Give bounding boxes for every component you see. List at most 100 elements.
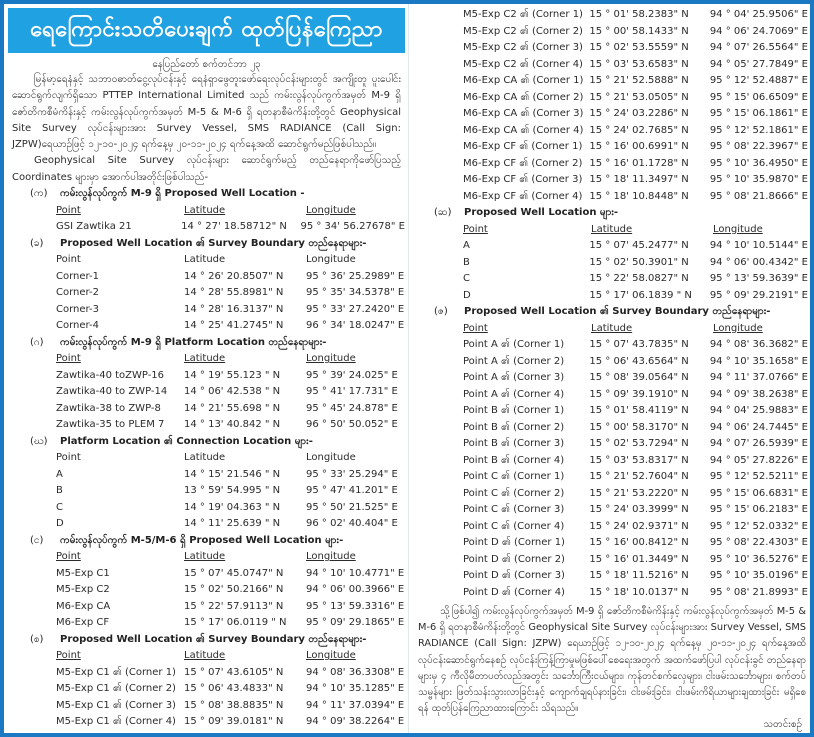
- point-name: Point A ၏ (Corner 1): [463, 339, 565, 350]
- longitude-value: 94 ° 04' 25.9883" E: [709, 405, 808, 416]
- column-header-point: Point: [56, 452, 81, 464]
- point-name: M6-Exp CF ၏ (Corner 2): [463, 157, 583, 169]
- latitude-value: 14 ° 13' 40.842 " N: [184, 419, 281, 431]
- table-row: M5-Exp C2 ၏ (Corner 2) 15 ° 00' 58.1433" …: [412, 24, 808, 41]
- section-heading: (ဇ) Proposed Well Location ၏ Survey Bound…: [412, 304, 808, 321]
- column-header-latitude: Latitude: [591, 223, 633, 235]
- longitude-value: 94 ° 04' 25.9506" E: [709, 9, 808, 20]
- signature: သတင်းစဉ်: [763, 719, 802, 731]
- longitude-value: 94 ° 10' 35.1285" E: [306, 683, 405, 695]
- latitude-value: 15 ° 02' 53.5559" N: [589, 42, 689, 53]
- point-name: Point B ၏ (Corner 4): [463, 454, 565, 466]
- section-title: Proposed Well Location များ-: [464, 207, 619, 218]
- latitude-value: 14 ° 06' 42.538 " N: [184, 386, 281, 398]
- latitude-value: 15 ° 16' 01.1728" N: [589, 157, 689, 169]
- table-row: Point B ၏ (Corner 4) 15 ° 03' 53.8317" N 9…: [412, 453, 808, 470]
- column-header-latitude: Latitude: [184, 650, 226, 662]
- longitude-value: 94 ° 06' 00.4342" E: [709, 256, 808, 268]
- latitude-value: 15 ° 09' 39.0181" N: [184, 716, 284, 728]
- latitude-value: 14 ° 26' 20.8507" N: [184, 270, 284, 282]
- longitude-value: 95 ° 12' 52.1861" E: [709, 124, 808, 136]
- point-name: M5-Exp C2 ၏ (Corner 2): [463, 25, 583, 37]
- point-name: M5-Exp C1 ၏ (Corner 3): [56, 699, 176, 711]
- point-name: C: [56, 501, 63, 513]
- section-label: (ဂ): [30, 336, 44, 348]
- longitude-value: 95 ° 10' 36.5276" E: [709, 553, 808, 565]
- longitude-value: 94 ° 08' 36.3682" E: [709, 339, 808, 350]
- point-name: GSI Zawtika 21: [56, 221, 132, 233]
- longitude-value: 95 ° 13' 59.3639" E: [709, 273, 808, 284]
- point-name: Zawtika-40 to ZWP-14: [56, 386, 168, 398]
- longitude-value: 95 ° 15' 06.6509" E: [709, 91, 808, 103]
- longitude-value: 94 ° 06' 24.7069" E: [709, 25, 808, 37]
- latitude-value: 13 ° 59' 54.995 " N: [184, 485, 281, 497]
- point-name: M5-Exp C1: [56, 567, 110, 579]
- latitude-value: 15 ° 00' 58.1433" N: [589, 25, 689, 37]
- table-row: M6-Exp CF ၏ (Corner 1) 15 ° 16' 00.6991" …: [412, 139, 808, 156]
- column-header-latitude: Latitude: [184, 254, 226, 266]
- column-header-latitude: Latitude: [184, 353, 226, 365]
- latitude-value: 15 ° 21' 52.5888" N: [589, 75, 689, 86]
- point-name: Point B ၏ (Corner 1): [463, 405, 565, 416]
- section-title: ကမ်းလွန်လုပ်ကွက် M-9 ရှိ Platform Locati…: [60, 336, 327, 348]
- section-label: (င): [30, 534, 44, 546]
- point-name: Corner-4: [56, 320, 99, 332]
- latitude-value: 15 ° 03' 53.8317" N: [589, 454, 689, 466]
- section-heading: (ဂ) ကမ်းလွန်လုပ်ကွက် M-9 ရှိ Platform Loc…: [8, 335, 405, 352]
- column-header-longitude: Longitude: [713, 322, 763, 334]
- longitude-value: 95 ° 34' 56.27678" E: [300, 221, 405, 233]
- latitude-value: 15 ° 21' 53.0505" N: [589, 91, 689, 103]
- longitude-value: 96 ° 34' 18.0247" E: [306, 320, 405, 332]
- table-row: Point D ၏ (Corner 3) 15 ° 18' 11.5216" N 9…: [412, 568, 808, 585]
- section-heading: (ခ) Proposed Well Location ၏ Survey Bound…: [8, 236, 405, 253]
- longitude-value: 94 ° 09' 38.2638" E: [709, 388, 808, 400]
- point-name: M6-Exp CA: [56, 600, 111, 612]
- latitude-value: 15 ° 16' 00.6991" N: [589, 141, 689, 152]
- longitude-value: 95 ° 36' 25.2989" E: [306, 270, 405, 282]
- latitude-value: 14 ° 21' 55.698 " N: [184, 402, 281, 414]
- table-row: A 14 ° 15' 21.546 " N 95 ° 33' 25.294" E: [8, 467, 405, 484]
- point-name: A: [463, 240, 470, 251]
- point-name: M6-Exp CA ၏ (Corner 4): [463, 124, 584, 136]
- column-header-latitude: Latitude: [184, 452, 226, 464]
- table-row: M5-Exp C2 ၏ (Corner 3) 15 ° 02' 53.5559" …: [412, 40, 808, 57]
- latitude-value: 15 ° 06' 43.6564" N: [589, 355, 689, 367]
- longitude-value: 95 ° 12' 52.5211" E: [709, 471, 808, 482]
- latitude-value: 15 ° 08' 39.0564" N: [589, 372, 689, 383]
- table-header: Point Latitude Longitude: [8, 648, 405, 665]
- longitude-value: 94 ° 07' 26.5939" E: [709, 438, 808, 449]
- column-header-longitude: Longitude: [306, 254, 356, 266]
- table-row: M5-Exp C2 ၏ (Corner 1) 15 ° 01' 58.2383" …: [412, 7, 808, 24]
- point-name: M6-Exp CF ၏ (Corner 4): [463, 190, 583, 202]
- point-name: Point D ၏ (Corner 3): [463, 570, 565, 581]
- longitude-value: 94 ° 10' 10.5144" E: [709, 240, 808, 251]
- section-title: ကမ်းလွန်လုပ်ကွက် M-5/M-6 ရှိ Proposed We…: [60, 534, 344, 546]
- section-title: Proposed Well Location ၏ Survey Boundary…: [60, 237, 367, 249]
- point-name: C: [463, 273, 470, 284]
- table-row: Zawtika-38 to ZWP-8 14 ° 21' 55.698 " N 95…: [8, 401, 405, 418]
- column-header-point: Point: [463, 223, 488, 235]
- column-header-latitude: Latitude: [184, 551, 226, 563]
- closing-paragraph: သို့ဖြစ်ပါ၍ ကမ်းလွန်လုပ်ကွက်အမှတ် M-9 ရှ…: [418, 606, 806, 715]
- column-header-point: Point: [56, 254, 81, 266]
- table-header: Point Latitude Longitude: [412, 321, 808, 338]
- longitude-value: 95 ° 08' 22.3967" E: [709, 141, 808, 152]
- table-row: C 14 ° 19' 04.363 " N 95 ° 50' 21.525" E: [8, 500, 405, 517]
- point-name: Point D ၏ (Corner 4): [463, 586, 565, 598]
- longitude-value: 96 ° 50' 50.052" E: [306, 419, 398, 431]
- longitude-value: 95 ° 10' 35.9870" E: [709, 174, 808, 185]
- column-header-point: Point: [56, 650, 81, 662]
- latitude-value: 15 ° 22' 58.0827" N: [589, 273, 689, 284]
- point-name: Point C ၏ (Corner 1): [463, 471, 565, 482]
- section-label: (ဃ): [30, 435, 48, 447]
- column-header-point: Point: [56, 551, 81, 563]
- table-row: Point A ၏ (Corner 3) 15 ° 08' 39.0564" N 9…: [412, 370, 808, 387]
- latitude-value: 14 ° 19' 04.363 " N: [184, 501, 281, 513]
- longitude-value: 95 ° 33' 25.294" E: [306, 468, 398, 480]
- longitude-value: 94 ° 06' 00.3966" E: [306, 584, 405, 596]
- latitude-value: 15 ° 00' 58.3170" N: [589, 421, 689, 433]
- latitude-value: 14 ° 25' 41.2745" N: [184, 320, 284, 332]
- table-header: Point Latitude Longitude: [8, 450, 405, 467]
- latitude-value: 15 ° 24' 02.9371" N: [589, 520, 689, 532]
- table-row: M6-Exp CF ၏ (Corner 4) 15 ° 18' 10.8448" …: [412, 189, 808, 206]
